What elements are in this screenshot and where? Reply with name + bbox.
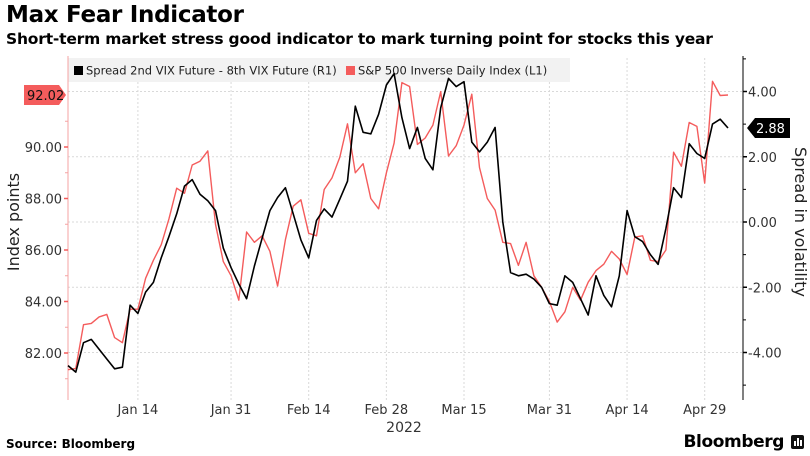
- legend: Spread 2nd VIX Future - 8th VIX Future (…: [68, 58, 570, 82]
- right-axis-title: Spread in volatility: [791, 147, 810, 297]
- x-tick-label: Apr 14: [605, 403, 648, 418]
- left-tick-label: 90.00: [25, 141, 62, 156]
- left-tick-label: 82.00: [25, 347, 62, 362]
- gridlines: [68, 58, 743, 400]
- x-tick-label: Feb 28: [365, 403, 409, 418]
- right-tick-label: 2.00: [748, 151, 777, 166]
- series-lines: [67, 72, 729, 373]
- legend-label-sp500-inverse[interactable]: S&P 500 Inverse Daily Index (L1): [358, 64, 547, 78]
- last-value-text-sp500-inverse: 92.02: [27, 89, 64, 104]
- x-tick-label: Apr 29: [683, 403, 726, 418]
- chart-subtitle: Short-term market stress good indicator …: [6, 30, 713, 48]
- chart-title: Max Fear Indicator: [6, 2, 244, 28]
- legend-swatch-spread: [74, 66, 83, 75]
- x-tick-label: Jan 14: [117, 403, 159, 418]
- x-tick-label: Feb 14: [287, 403, 331, 418]
- right-tick-label: -2.00: [748, 281, 782, 296]
- left-tick-label: 84.00: [25, 296, 62, 311]
- left-tick-label: 86.00: [25, 244, 62, 259]
- bloomberg-logo: Bloomberg: [683, 432, 784, 452]
- right-tick-label: 4.00: [748, 86, 777, 101]
- source-note: Source: Bloomberg: [6, 437, 136, 451]
- series-line-spread: [67, 72, 729, 373]
- legend-background: [68, 58, 570, 82]
- x-tick-label: Mar 15: [441, 403, 486, 418]
- x-axis-year-label: 2022: [386, 420, 422, 436]
- last-value-text-spread: 2.88: [756, 122, 785, 137]
- right-tick-label: -4.00: [748, 347, 782, 362]
- left-tick-label: 88.00: [25, 193, 62, 208]
- legend-swatch-sp500-inverse: [346, 66, 355, 75]
- axes: Jan 14 Jan 31 Feb 14 Feb 28 Mar 15 Mar 31 Apr …: [25, 56, 782, 418]
- last-value-badge-spread: [747, 118, 790, 139]
- legend-label-spread[interactable]: Spread 2nd VIX Future - 8th VIX Future (…: [86, 64, 337, 78]
- left-axis-title: Index points: [4, 173, 23, 271]
- last-value-labels: 92.02 2.88: [24, 84, 790, 139]
- series-line-sp500-inverse: [67, 80, 729, 371]
- x-tick-label: Jan 31: [210, 403, 252, 418]
- last-value-badge-sp500-inverse: [24, 84, 66, 105]
- x-tick-label: Mar 31: [527, 403, 572, 418]
- bloomberg-terminal-icon: [791, 435, 804, 449]
- right-tick-label: 0.00: [748, 216, 777, 231]
